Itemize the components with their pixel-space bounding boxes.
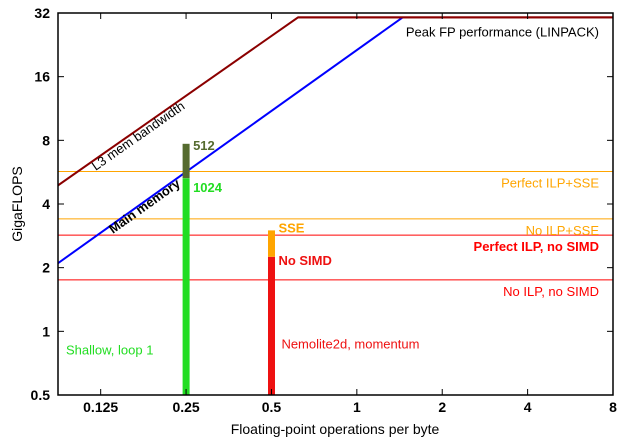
ceiling-lines	[58, 170, 613, 281]
bar-segment-no-simd	[268, 256, 275, 395]
bar-segments	[182, 143, 275, 395]
bar-segment-512	[182, 143, 190, 179]
bar-segment-sse	[268, 230, 275, 257]
y-tick-label: 16	[34, 69, 50, 85]
x-tick-label: 0.5	[262, 399, 282, 415]
bar-label-sse: SSE	[278, 220, 304, 235]
y-tick-label: 32	[34, 5, 50, 21]
x-tick-label: 4	[524, 399, 532, 415]
series-label-peak: Peak FP performance (LINPACK)	[406, 24, 599, 39]
series-line-main-memory	[58, 16, 404, 265]
ceiling-label-no-ilp-no-simd: No ILP, no SIMD	[503, 284, 599, 299]
group-label-nemolite2d-momentum: Nemolite2d, momentum	[281, 336, 419, 351]
ceiling-label-no-ilp-sse: No ILP+SSE	[526, 223, 600, 238]
roofline-series	[58, 16, 613, 265]
x-tick-label: 0.125	[83, 399, 118, 415]
bar-segment-1024	[182, 178, 190, 395]
y-tick-label: 0.5	[31, 387, 51, 403]
y-tick-label: 1	[42, 323, 50, 339]
y-tick-label: 8	[42, 132, 50, 148]
series-line-l3-mem-bandwidth	[58, 16, 613, 187]
series-label-main-memory: Main memory	[106, 175, 184, 236]
x-tick-label: 8	[609, 399, 617, 415]
series-label-l3: L3 mem bandwidth	[89, 98, 188, 173]
y-tick-label: 2	[42, 260, 50, 276]
y-tick-label: 4	[42, 196, 50, 212]
x-tick-label: 1	[353, 399, 361, 415]
axes: 0.125 0.25 0.5 1 2 4 8 0.5 1 2 4 8 16 32	[31, 5, 618, 415]
x-tick-label: 0.25	[172, 399, 199, 415]
x-tick-label: 2	[438, 399, 446, 415]
y-axis-title: GigaFLOPS	[9, 166, 25, 241]
bar-label-no-simd: No SIMD	[278, 253, 331, 268]
ceiling-label-perfect-ilp-no-simd: Perfect ILP, no SIMD	[474, 239, 599, 254]
ceiling-label-perfect-ilp-sse: Perfect ILP+SSE	[501, 175, 599, 190]
x-axis-title: Floating-point operations per byte	[231, 421, 440, 437]
bar-label-1024: 1024	[193, 180, 223, 195]
bar-label-512: 512	[193, 138, 215, 153]
group-label-shallow-loop-1: Shallow, loop 1	[66, 342, 153, 357]
